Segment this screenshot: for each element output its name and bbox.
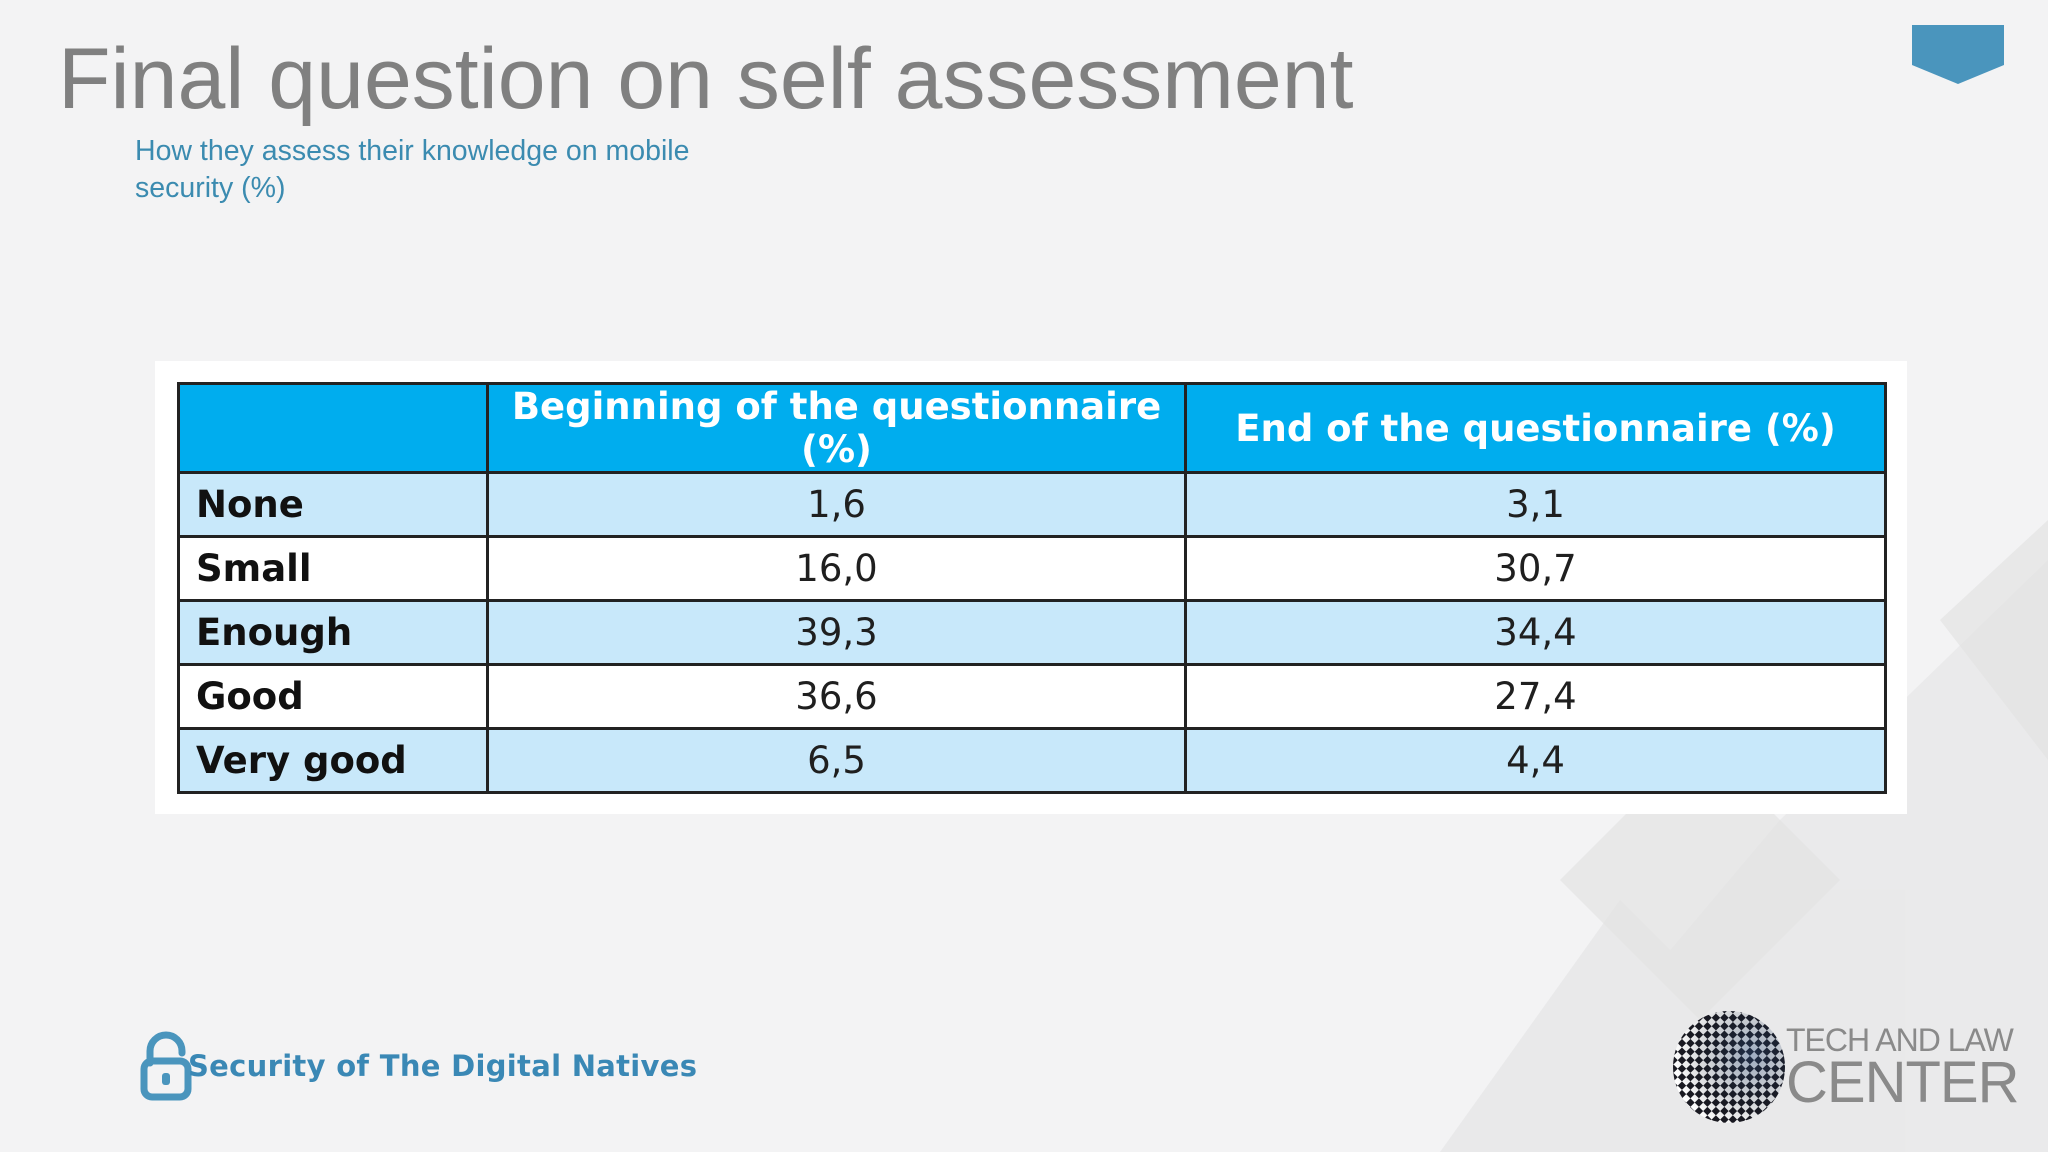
cell-beginning: 36,6: [486, 663, 1187, 730]
project-brand: Security of The Digital Natives: [140, 1030, 697, 1102]
cell-end: 27,4: [1184, 663, 1887, 730]
org-logo-line1: TECH AND LAW: [1786, 1022, 2014, 1058]
table-header-row: Beginning of the questionnaire (%) End o…: [177, 382, 1887, 474]
cell-end: 4,4: [1184, 727, 1887, 794]
row-label: Enough: [177, 599, 489, 666]
checkered-globe-icon: [1673, 1011, 1785, 1123]
cell-end: 3,1: [1184, 471, 1887, 538]
org-logo-text: TECH AND LAW CENTER: [1786, 1022, 2019, 1115]
table-card: Beginning of the questionnaire (%) End o…: [155, 361, 1907, 814]
cell-end: 30,7: [1184, 535, 1887, 602]
row-label: Very good: [177, 727, 489, 794]
table-row: Very good 6,5 4,4: [177, 727, 1887, 794]
project-name: Security of The Digital Natives: [188, 1049, 698, 1083]
row-label: Small: [177, 535, 489, 602]
unlocked-padlock-icon: [140, 1031, 192, 1101]
cell-beginning: 6,5: [486, 727, 1187, 794]
row-label: None: [177, 471, 489, 538]
cell-beginning: 39,3: [486, 599, 1187, 666]
self-assessment-table: Beginning of the questionnaire (%) End o…: [177, 382, 1887, 794]
table-row: Enough 39,3 34,4: [177, 599, 1887, 666]
row-label: Good: [177, 663, 489, 730]
org-logo-line2: CENTER: [1786, 1050, 2019, 1115]
header-cell-beginning: Beginning of the questionnaire (%): [486, 382, 1187, 474]
header-cell-end: End of the questionnaire (%): [1184, 382, 1887, 474]
slide-subtitle: How they assess their knowledge on mobil…: [135, 135, 690, 204]
cell-beginning: 16,0: [486, 535, 1187, 602]
corner-bookmark-icon: [1912, 25, 2004, 84]
header-cell-empty: [177, 382, 489, 474]
cell-end: 34,4: [1184, 599, 1887, 666]
table-row: Good 36,6 27,4: [177, 663, 1887, 730]
table-row: Small 16,0 30,7: [177, 535, 1887, 602]
cell-beginning: 1,6: [486, 471, 1187, 538]
table-row: None 1,6 3,1: [177, 471, 1887, 538]
slide-title: Final question on self assessment: [58, 31, 1354, 127]
